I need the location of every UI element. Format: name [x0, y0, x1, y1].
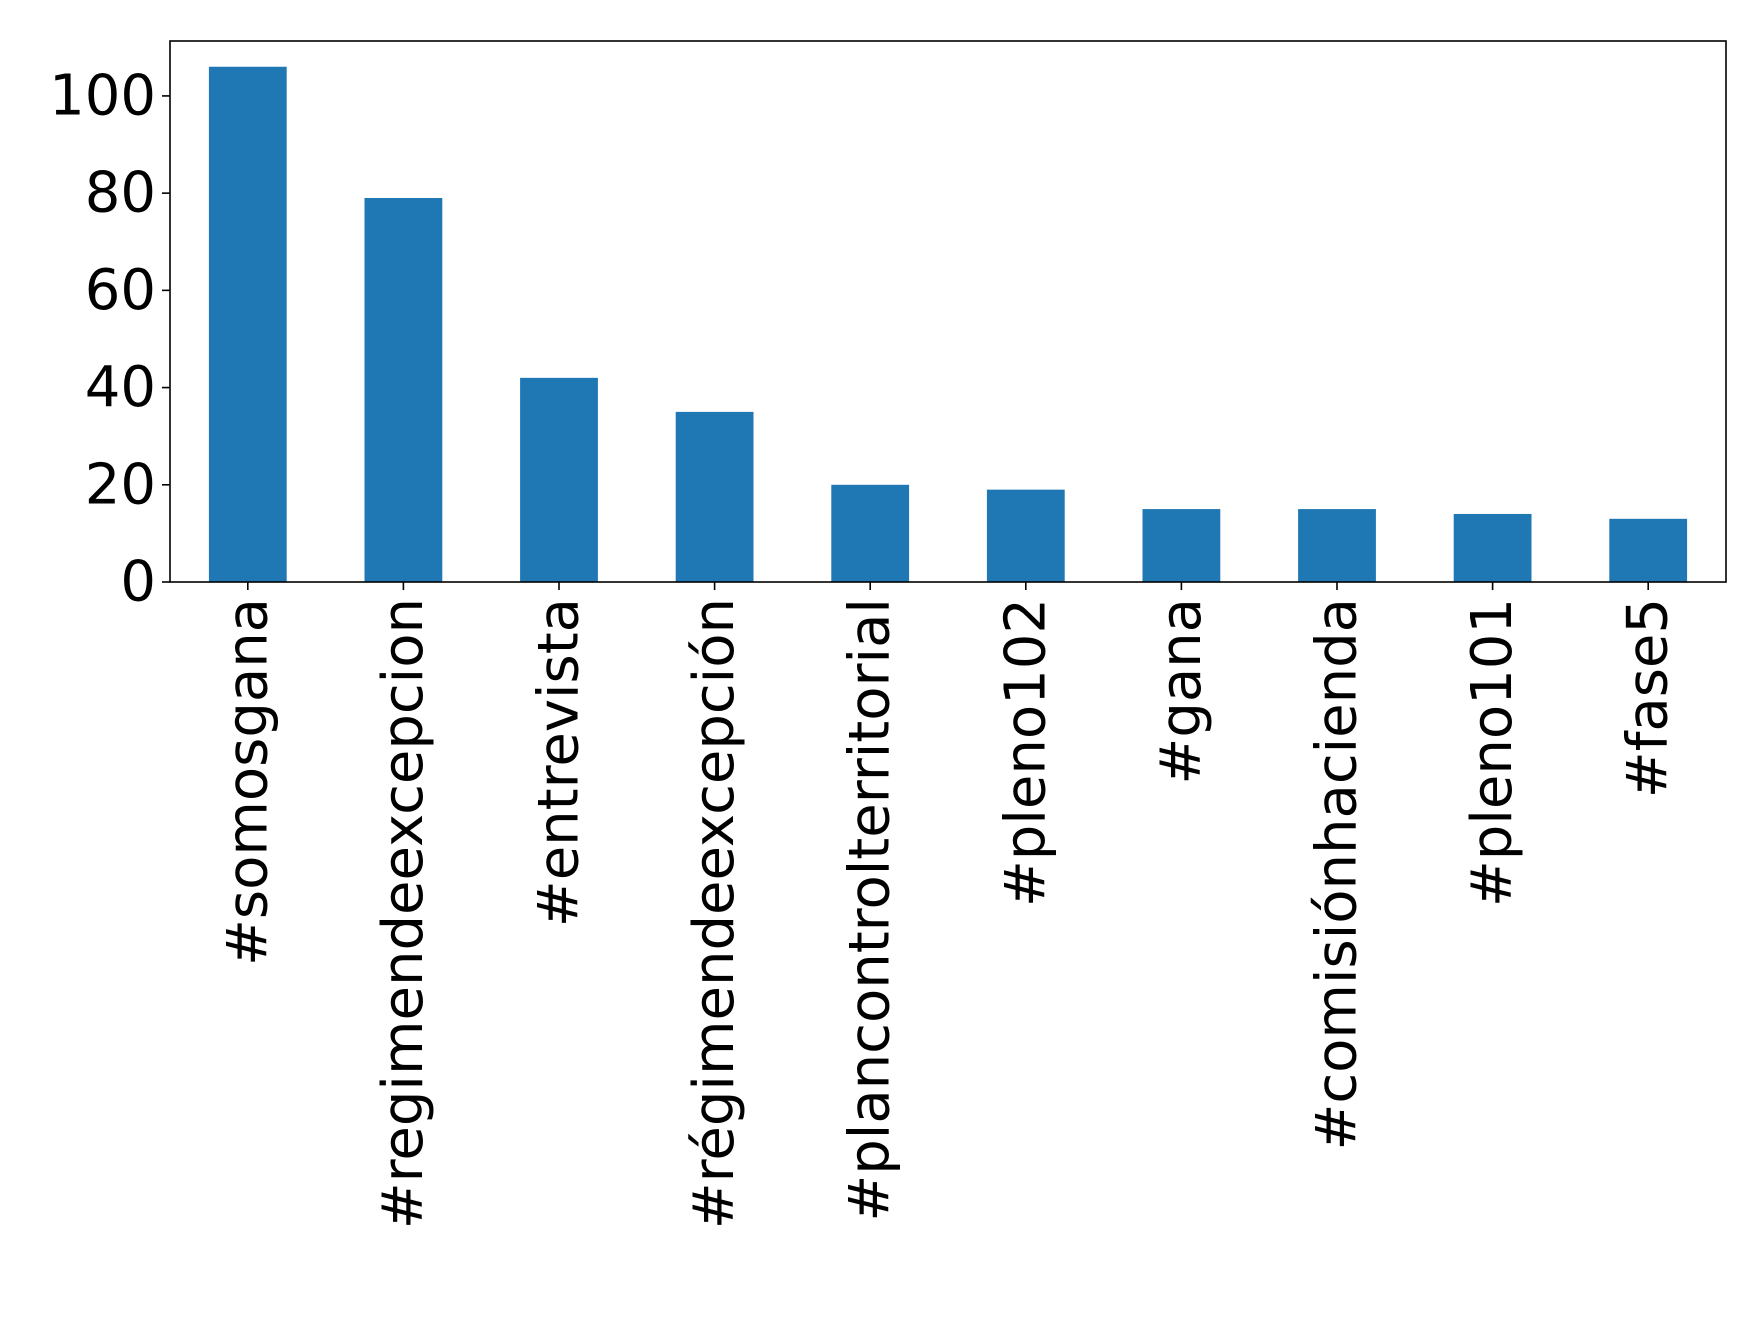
x-tick-label: #pleno102	[993, 598, 1058, 907]
x-tick-label: #comisiónhacienda	[1305, 598, 1370, 1151]
bars-layer	[208, 66, 1688, 582]
x-tick-label: #regimendeexcepcion	[371, 598, 436, 1229]
bar-2	[364, 198, 443, 582]
y-tick-label: 40	[85, 355, 156, 420]
y-tick-label: 80	[85, 161, 156, 226]
y-tick-label: 20	[85, 452, 156, 517]
y-tick-label: 0	[120, 550, 156, 615]
bar-9	[1453, 513, 1532, 582]
x-axis-ticks: #somosgana #regimendeexcepcion #entrevista…	[215, 582, 1681, 1229]
bar-1	[208, 66, 287, 582]
bar-10	[1609, 518, 1688, 582]
bar-5	[831, 484, 910, 582]
x-tick-label: #somosgana	[215, 598, 280, 966]
bar-7	[1142, 509, 1221, 582]
x-tick-label: #fase5	[1616, 598, 1681, 798]
bar-8	[1298, 509, 1376, 582]
x-tick-label: #entrevista	[527, 598, 592, 927]
y-tick-label: 60	[85, 258, 156, 323]
bar-4	[675, 411, 754, 582]
bar-3	[520, 377, 598, 582]
x-tick-label: #plancontrolterritorial	[838, 598, 903, 1222]
bar-6	[986, 489, 1065, 582]
plot-frame	[169, 40, 1727, 583]
x-tick-label: #régimendeexcepción	[682, 598, 747, 1229]
y-axis-ticks: 0 20 40 60 80 100	[49, 63, 170, 615]
axes-layer	[169, 40, 1727, 583]
x-tick-label: #pleno101	[1460, 598, 1525, 907]
x-tick-label: #gana	[1149, 598, 1214, 785]
y-tick-label: 100	[49, 63, 156, 128]
